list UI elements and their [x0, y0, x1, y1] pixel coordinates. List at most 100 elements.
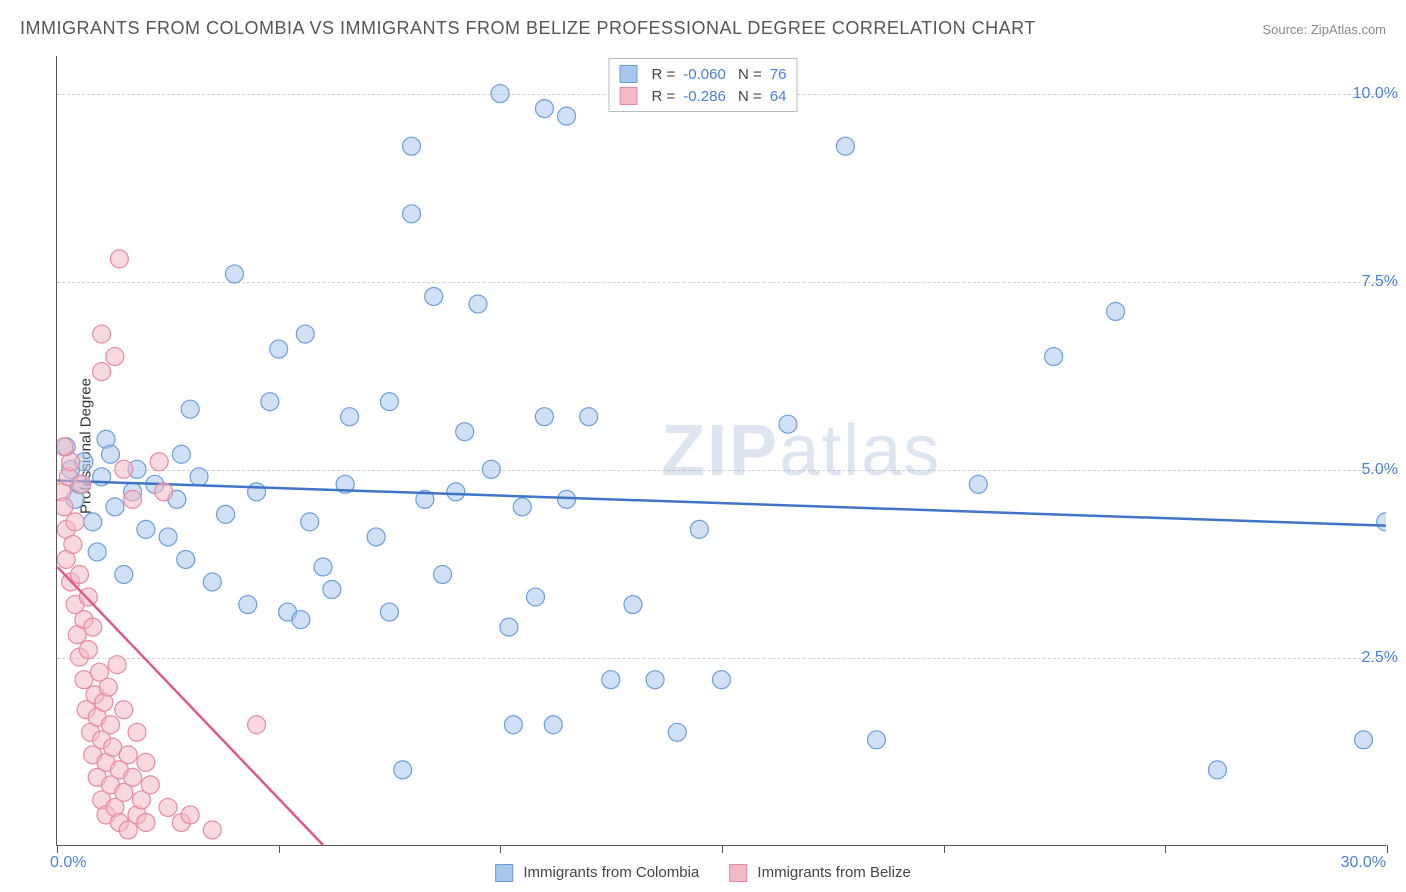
data-point [394, 761, 412, 779]
data-point [380, 393, 398, 411]
data-point [84, 513, 102, 531]
data-point [203, 821, 221, 839]
correlation-legend: R =-0.060 N =76 R =-0.286 N =64 [609, 58, 798, 112]
data-point [1355, 731, 1373, 749]
data-point [261, 393, 279, 411]
data-point [323, 581, 341, 599]
data-point [447, 483, 465, 501]
data-point [159, 528, 177, 546]
data-point [1045, 348, 1063, 366]
source-attribution: Source: ZipAtlas.com [1262, 22, 1386, 37]
data-point [434, 565, 452, 583]
data-point [367, 528, 385, 546]
data-point [128, 723, 146, 741]
data-point [482, 460, 500, 478]
data-point [225, 265, 243, 283]
data-point [57, 498, 73, 516]
data-point [403, 205, 421, 223]
data-point [159, 798, 177, 816]
legend-swatch-icon [729, 864, 747, 882]
data-point [1377, 513, 1386, 531]
chart-plot-area: ZIPatlas [56, 56, 1386, 846]
data-point [544, 716, 562, 734]
data-point [57, 438, 73, 456]
data-point [270, 340, 288, 358]
data-point [64, 535, 82, 553]
data-point [101, 445, 119, 463]
data-point [469, 295, 487, 313]
data-point [248, 716, 266, 734]
data-point [239, 596, 257, 614]
data-point [1208, 761, 1226, 779]
data-point [115, 460, 133, 478]
data-point [124, 490, 142, 508]
data-point [527, 588, 545, 606]
legend-item-belize: Immigrants from Belize [729, 864, 911, 882]
data-point [106, 498, 124, 516]
data-point [79, 588, 97, 606]
data-point [119, 746, 137, 764]
legend-swatch-icon [495, 864, 513, 882]
data-point [668, 723, 686, 741]
legend-row-colombia: R =-0.060 N =76 [620, 63, 787, 85]
data-point [115, 701, 133, 719]
data-point [513, 498, 531, 516]
legend-row-belize: R =-0.286 N =64 [620, 85, 787, 107]
data-point [314, 558, 332, 576]
data-point [115, 565, 133, 583]
data-point [137, 753, 155, 771]
data-point [558, 107, 576, 125]
data-point [301, 513, 319, 531]
data-point [969, 475, 987, 493]
data-point [580, 408, 598, 426]
x-tick-label: 0.0% [50, 854, 86, 872]
data-point [137, 520, 155, 538]
series-legend: Immigrants from Colombia Immigrants from… [495, 864, 911, 882]
data-point [79, 641, 97, 659]
data-point [93, 325, 111, 343]
data-point [217, 505, 235, 523]
data-point [713, 671, 731, 689]
data-point [690, 520, 708, 538]
x-tick-label: 30.0% [1341, 854, 1386, 872]
data-point [181, 400, 199, 418]
data-point [155, 483, 173, 501]
data-point [535, 408, 553, 426]
data-point [181, 806, 199, 824]
data-point [93, 363, 111, 381]
data-point [624, 596, 642, 614]
data-point [70, 565, 88, 583]
data-point [172, 445, 190, 463]
legend-item-colombia: Immigrants from Colombia [495, 864, 699, 882]
data-point [504, 716, 522, 734]
data-point [177, 550, 195, 568]
legend-swatch-colombia [620, 65, 638, 83]
data-point [602, 671, 620, 689]
data-point [124, 768, 142, 786]
data-point [341, 408, 359, 426]
data-point [456, 423, 474, 441]
data-point [779, 415, 797, 433]
data-point [141, 776, 159, 794]
data-point [84, 618, 102, 636]
data-point [66, 513, 84, 531]
data-point [73, 475, 91, 493]
data-point [88, 543, 106, 561]
trend-line [57, 481, 1385, 526]
legend-swatch-belize [620, 87, 638, 105]
data-point [137, 813, 155, 831]
data-point [296, 325, 314, 343]
data-point [500, 618, 518, 636]
data-point [403, 137, 421, 155]
data-point [1107, 302, 1125, 320]
data-point [867, 731, 885, 749]
data-point [106, 348, 124, 366]
data-point [491, 85, 509, 103]
data-point [99, 678, 117, 696]
scatter-plot [57, 56, 1386, 845]
data-point [248, 483, 266, 501]
data-point [203, 573, 221, 591]
data-point [646, 671, 664, 689]
data-point [108, 656, 126, 674]
data-point [150, 453, 168, 471]
